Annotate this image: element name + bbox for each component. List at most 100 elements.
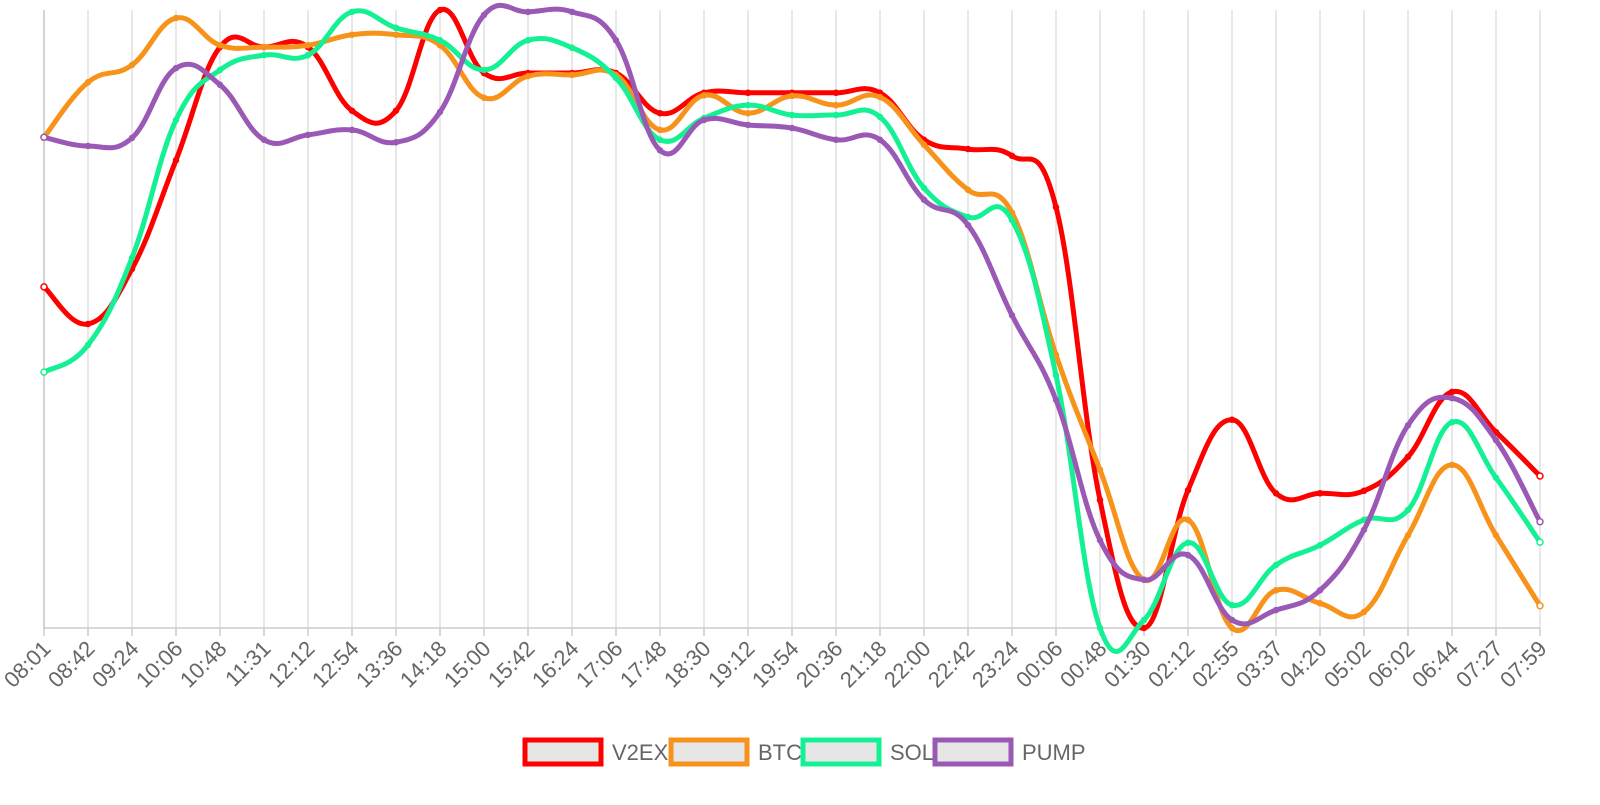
data-point [964,145,972,153]
data-point [1228,416,1236,423]
data-point [480,66,488,74]
data-point [304,131,312,139]
data-point [524,37,532,44]
data-point [216,41,224,49]
legend-swatch [668,737,750,767]
data-point [436,108,444,116]
x-tick-label: 15:42 [483,636,540,693]
data-point [436,37,444,44]
data-point [1536,602,1544,610]
data-point [1272,587,1280,594]
data-point [1316,587,1324,594]
x-tick-label: 02:12 [1143,636,1200,693]
data-point [84,79,92,86]
x-tick-label: 00:06 [1011,636,1068,693]
data-point [348,31,356,38]
data-point [524,72,532,80]
data-point [260,51,268,59]
data-point [568,71,576,79]
data-point [172,156,180,164]
data-point [216,66,224,74]
x-tick-label: 09:24 [87,636,144,693]
data-point [788,92,796,100]
data-point [1096,496,1104,504]
x-tick-label: 14:18 [395,636,452,693]
data-point [876,93,884,101]
legend-item: V2EX [522,737,669,767]
data-point [832,136,840,144]
data-point [304,51,312,59]
data-point [1228,624,1236,632]
data-point [744,109,752,117]
x-tick-label: 16:24 [527,636,584,693]
x-tick-label: 10:06 [131,636,188,693]
x-tick-label: 11:31 [220,636,275,691]
x-tick-label: 17:06 [571,636,628,693]
x-tick-label: 04:20 [1275,636,1332,693]
data-point [392,107,400,114]
data-point [172,14,180,22]
data-point [84,142,92,150]
x-tick-label: 22:00 [879,636,936,693]
data-point [1272,490,1280,497]
data-point [1316,490,1324,497]
data-point [1360,487,1368,495]
data-point [84,320,92,328]
x-tick-label: 12:54 [307,636,364,693]
data-point [1536,538,1544,546]
data-point [1536,472,1544,480]
x-tick-label: 08:42 [43,636,100,693]
data-point [1492,532,1500,539]
legend-item: SOL [800,737,934,767]
data-point [876,136,884,144]
data-point [1096,466,1104,474]
x-tick-label: 02:55 [1187,636,1244,693]
data-point [1492,474,1500,482]
legend-label: SOL [890,740,934,765]
data-point [524,8,532,16]
data-point [1228,601,1236,609]
data-point [1360,608,1368,616]
data-point [304,41,312,49]
data-point [1272,606,1280,614]
data-point [964,221,972,229]
data-point [1448,388,1456,396]
x-tick-label: 12:12 [263,636,320,693]
data-point [1536,517,1544,526]
series-line [42,7,1542,631]
data-point [964,213,972,221]
data-point [832,101,840,109]
data-point [656,109,664,117]
x-tick-label: 08:01 [0,636,56,693]
data-point [920,141,928,148]
data-point [788,124,796,132]
data-point [700,116,708,124]
data-point [1404,422,1412,429]
data-point [1140,616,1148,624]
data-point [612,37,620,44]
data-point [1404,506,1412,514]
x-tick-label: 06:02 [1363,636,1420,693]
data-point [744,121,752,129]
data-point [128,134,136,142]
data-point [964,186,972,194]
data-point [1140,624,1148,632]
x-tick-label: 03:37 [1231,636,1288,693]
legend-swatch [522,737,604,767]
data-point [348,107,356,114]
data-point [216,81,224,89]
data-point [1316,541,1324,549]
data-point [348,126,356,134]
data-point [656,147,664,154]
data-point [788,111,796,119]
legend-item: PUMP [932,737,1086,767]
x-tick-label: 06:44 [1407,636,1464,693]
data-point [568,8,576,16]
data-point [832,111,840,119]
data-point [172,64,180,72]
data-point [1404,453,1412,461]
x-tick-label: 23:24 [967,636,1024,693]
data-point [392,139,400,146]
data-point [920,184,928,192]
legend-label: PUMP [1022,740,1086,765]
